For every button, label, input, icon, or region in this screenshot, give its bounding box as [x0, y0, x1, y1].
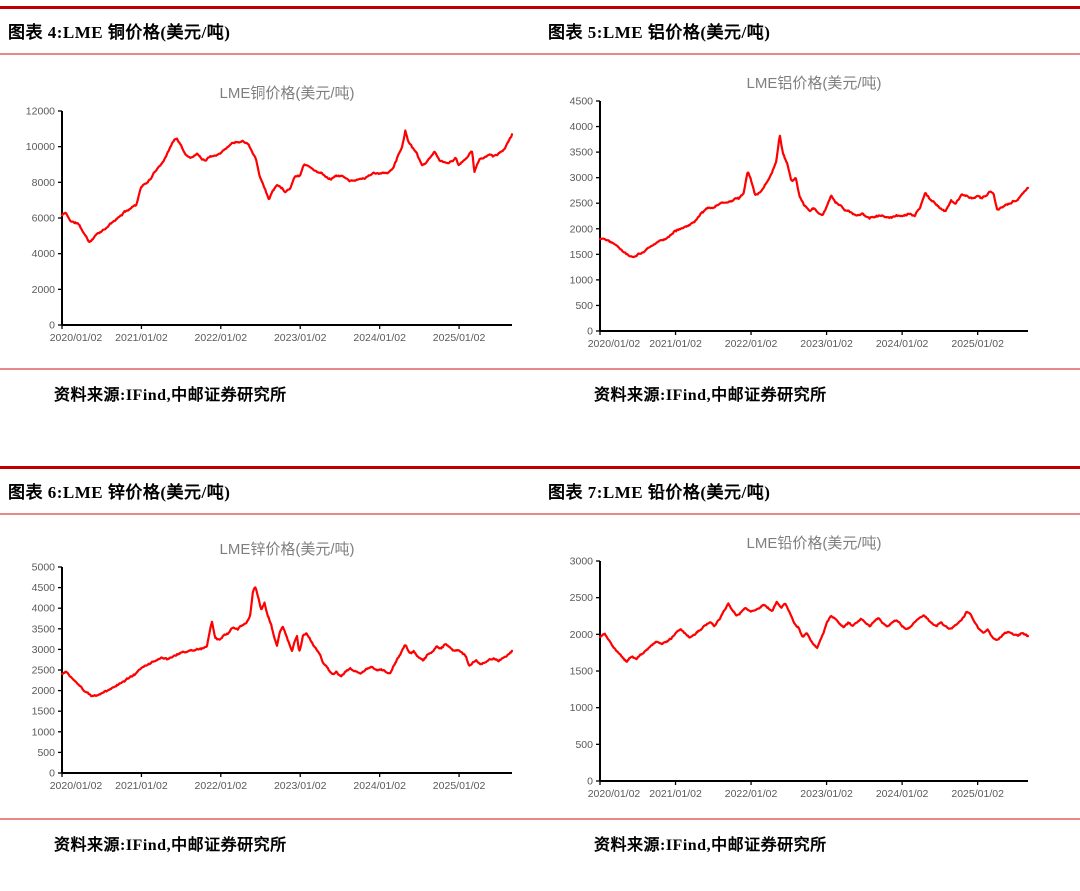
svg-text:500: 500 — [575, 300, 593, 312]
svg-text:2023/01/02: 2023/01/02 — [274, 332, 327, 344]
svg-text:2000: 2000 — [570, 223, 594, 235]
svg-text:2021/01/02: 2021/01/02 — [115, 332, 168, 344]
svg-text:1000: 1000 — [32, 726, 56, 738]
svg-text:0: 0 — [49, 768, 55, 780]
svg-text:2022/01/02: 2022/01/02 — [195, 332, 248, 344]
svg-text:2020/01/02: 2020/01/02 — [50, 780, 103, 792]
svg-text:2000: 2000 — [32, 685, 56, 697]
svg-text:2500: 2500 — [570, 198, 594, 210]
svg-text:500: 500 — [575, 739, 593, 751]
svg-text:2024/01/02: 2024/01/02 — [876, 338, 929, 350]
figure-6-header: 图表 6:LME 锌价格(美元/吨) — [8, 483, 231, 502]
report-page: 图表 4:LME 铜价格(美元/吨) 图表 5:LME 铝价格(美元/吨) LM… — [0, 6, 1080, 891]
lead-line-chart: LME铅价格(美元/吨) 0 500 1000 1500 2000 2500 3000 2020… — [570, 535, 1030, 800]
svg-text:2023/01/02: 2023/01/02 — [274, 780, 327, 792]
svg-text:4500: 4500 — [570, 96, 594, 108]
svg-text:2025/01/02: 2025/01/02 — [433, 780, 486, 792]
svg-text:2021/01/02: 2021/01/02 — [649, 788, 702, 800]
svg-text:2000: 2000 — [570, 629, 594, 641]
svg-text:2022/01/02: 2022/01/02 — [725, 338, 778, 350]
svg-text:2020/01/02: 2020/01/02 — [588, 338, 641, 350]
svg-text:500: 500 — [37, 747, 55, 759]
svg-text:2024/01/02: 2024/01/02 — [876, 788, 929, 800]
svg-text:2500: 2500 — [570, 592, 594, 604]
svg-text:12000: 12000 — [26, 106, 55, 118]
svg-text:1500: 1500 — [570, 666, 594, 678]
svg-text:1500: 1500 — [570, 249, 594, 261]
charts-row-top: LME铜价格(美元/吨) 0 2000 4000 6000 8000 10000 12000 2… — [0, 55, 1080, 368]
figure-header-row-bottom: 图表 6:LME 锌价格(美元/吨) 图表 7:LME 铅价格(美元/吨) — [0, 466, 1080, 515]
svg-text:0: 0 — [49, 320, 55, 332]
svg-text:2022/01/02: 2022/01/02 — [195, 780, 248, 792]
svg-text:3000: 3000 — [32, 644, 56, 656]
svg-text:2000: 2000 — [32, 284, 56, 296]
svg-text:LME铅价格(美元/吨): LME铅价格(美元/吨) — [746, 535, 881, 552]
svg-text:2023/01/02: 2023/01/02 — [800, 788, 853, 800]
svg-text:2023/01/02: 2023/01/02 — [800, 338, 853, 350]
svg-text:2024/01/02: 2024/01/02 — [353, 780, 406, 792]
chart-cell-copper: LME铜价格(美元/吨) 0 2000 4000 6000 8000 10000 12000 2… — [0, 55, 540, 360]
svg-text:1000: 1000 — [570, 274, 594, 286]
chart-cell-zinc: LME锌价格(美元/吨) 0 500 1000 1500 2000 2500 3000 3500… — [0, 515, 540, 808]
svg-text:2022/01/02: 2022/01/02 — [725, 788, 778, 800]
svg-text:LME锌价格(美元/吨): LME锌价格(美元/吨) — [219, 541, 354, 558]
svg-text:1500: 1500 — [32, 706, 56, 718]
svg-text:0: 0 — [587, 326, 593, 338]
svg-text:10000: 10000 — [26, 141, 55, 153]
figure-7-source: 资料来源:IFind,中邮证券研究所 — [594, 837, 827, 854]
svg-text:4500: 4500 — [32, 582, 56, 594]
svg-text:4000: 4000 — [570, 121, 594, 133]
svg-text:2025/01/02: 2025/01/02 — [951, 788, 1004, 800]
aluminum-line-chart: LME铝价格(美元/吨) 0 500 1000 1500 2000 2500 3000 3500… — [570, 75, 1030, 350]
svg-text:4000: 4000 — [32, 248, 56, 260]
charts-row-bottom: LME锌价格(美元/吨) 0 500 1000 1500 2000 2500 3000 3500… — [0, 515, 1080, 818]
svg-text:5000: 5000 — [32, 562, 56, 574]
svg-text:2020/01/02: 2020/01/02 — [588, 788, 641, 800]
chart-cell-lead: LME铅价格(美元/吨) 0 500 1000 1500 2000 2500 3000 2020… — [540, 515, 1080, 818]
svg-text:3000: 3000 — [570, 556, 594, 568]
svg-text:LME铝价格(美元/吨): LME铝价格(美元/吨) — [746, 75, 881, 92]
svg-text:2020/01/02: 2020/01/02 — [50, 332, 103, 344]
svg-text:LME铜价格(美元/吨): LME铜价格(美元/吨) — [219, 85, 354, 102]
source-row-bottom: 资料来源:IFind,中邮证券研究所 资料来源:IFind,中邮证券研究所 — [0, 818, 1080, 863]
figure-header-row-top: 图表 4:LME 铜价格(美元/吨) 图表 5:LME 铝价格(美元/吨) — [0, 6, 1080, 55]
figure-7-header: 图表 7:LME 铅价格(美元/吨) — [548, 483, 771, 502]
svg-text:4000: 4000 — [32, 603, 56, 615]
figure-4-header: 图表 4:LME 铜价格(美元/吨) — [8, 23, 231, 42]
figure-5-source: 资料来源:IFind,中邮证券研究所 — [594, 387, 827, 404]
svg-text:1000: 1000 — [570, 702, 594, 714]
figure-5-header: 图表 5:LME 铝价格(美元/吨) — [548, 23, 771, 42]
svg-text:2021/01/02: 2021/01/02 — [115, 780, 168, 792]
figure-row-bottom: 图表 6:LME 锌价格(美元/吨) 图表 7:LME 铅价格(美元/吨) LM… — [0, 466, 1080, 863]
figure-row-top: 图表 4:LME 铜价格(美元/吨) 图表 5:LME 铝价格(美元/吨) LM… — [0, 6, 1080, 420]
svg-text:6000: 6000 — [32, 213, 56, 225]
source-row-top: 资料来源:IFind,中邮证券研究所 资料来源:IFind,中邮证券研究所 — [0, 368, 1080, 420]
svg-text:2025/01/02: 2025/01/02 — [433, 332, 486, 344]
svg-text:2025/01/02: 2025/01/02 — [951, 338, 1004, 350]
svg-text:2500: 2500 — [32, 665, 56, 677]
svg-text:2024/01/02: 2024/01/02 — [353, 332, 406, 344]
zinc-line-chart: LME锌价格(美元/吨) 0 500 1000 1500 2000 2500 3000 3500… — [32, 541, 514, 792]
svg-text:3500: 3500 — [570, 147, 594, 159]
figure-4-source: 资料来源:IFind,中邮证券研究所 — [54, 387, 287, 404]
svg-text:2021/01/02: 2021/01/02 — [649, 338, 702, 350]
svg-text:0: 0 — [587, 776, 593, 788]
chart-cell-aluminum: LME铝价格(美元/吨) 0 500 1000 1500 2000 2500 3000 3500… — [540, 55, 1080, 368]
svg-text:8000: 8000 — [32, 177, 56, 189]
svg-text:3500: 3500 — [32, 623, 56, 635]
copper-line-chart: LME铜价格(美元/吨) 0 2000 4000 6000 8000 10000 12000 2… — [26, 85, 514, 344]
figure-6-source: 资料来源:IFind,中邮证券研究所 — [54, 837, 287, 854]
svg-text:3000: 3000 — [570, 172, 594, 184]
